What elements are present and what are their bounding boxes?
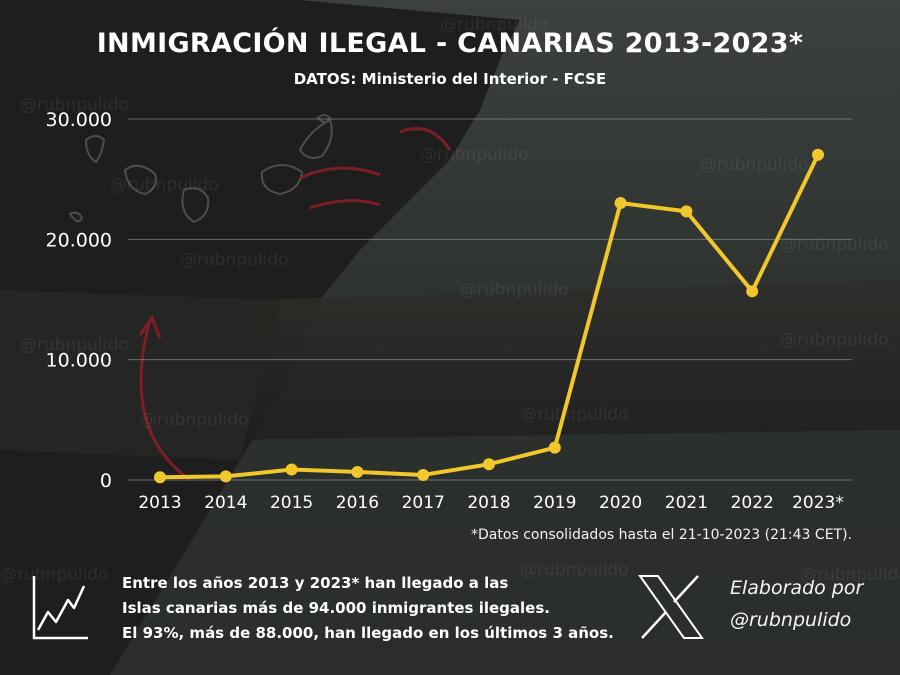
summary-text: Entre los años 2013 y 2023* han llegado … [122, 571, 642, 646]
svg-text:@rubnpulido: @rubnpulido [110, 175, 219, 195]
svg-text:@rubnpulido: @rubnpulido [700, 155, 809, 175]
svg-text:@rubnpulido: @rubnpulido [800, 565, 900, 585]
x-tick-label: 2023* [792, 493, 844, 513]
x-tick-label: 2017 [402, 493, 445, 513]
x-tick-label: 2013 [138, 493, 181, 513]
svg-text:@rubnpulido: @rubnpulido [520, 560, 629, 580]
svg-text:@rubnpulido: @rubnpulido [20, 335, 129, 355]
y-tick-label: 20.000 [46, 229, 112, 251]
y-tick-label: 30.000 [46, 109, 112, 131]
svg-text:@rubnpulido: @rubnpulido [140, 410, 249, 430]
y-tick-label: 0 [100, 470, 112, 492]
data-point [351, 465, 364, 478]
svg-text:@rubnpulido: @rubnpulido [780, 330, 889, 350]
x-tick-label: 2021 [665, 493, 708, 513]
credit-handle: @rubnpulido [730, 609, 852, 631]
svg-text:@rubnpulido: @rubnpulido [780, 235, 889, 255]
x-tick-label: 2015 [270, 493, 313, 513]
credit-line-1: Elaborado por [730, 577, 864, 599]
data-point [614, 196, 627, 209]
svg-text:@rubnpulido: @rubnpulido [460, 280, 569, 300]
data-point [746, 285, 759, 298]
svg-text:@rubnpulido: @rubnpulido [20, 95, 129, 115]
x-tick-label: 2014 [204, 493, 247, 513]
summary-line-3: El 93%, más de 88.000, han llegado en lo… [122, 624, 614, 642]
svg-text:@rubnpulido: @rubnpulido [520, 405, 629, 425]
data-point [548, 441, 561, 454]
trend-chart-icon [32, 576, 88, 640]
svg-text:@rubnpulido: @rubnpulido [440, 15, 549, 35]
x-tick-label: 2022 [731, 493, 774, 513]
svg-text:@rubnpulido: @rubnpulido [420, 145, 529, 165]
summary-line-1: Entre los años 2013 y 2023* han llegado … [122, 574, 509, 592]
data-point [285, 463, 298, 476]
chart-subtitle: DATOS: Ministerio del Interior - FCSE [293, 70, 607, 88]
data-point [680, 205, 693, 218]
x-tick-label: 2018 [467, 493, 510, 513]
data-point [154, 471, 166, 484]
summary-line-2: Islas canarias más de 94.000 inmigrantes… [122, 599, 550, 617]
series-line [159, 153, 820, 480]
credit-block: Elaborado por @rubnpulido [730, 572, 880, 636]
chart-title: INMIGRACIÓN ILEGAL - CANARIAS 2013-2023* [96, 28, 804, 59]
data-point [812, 148, 824, 161]
x-logo-icon [638, 575, 704, 639]
x-tick-label: 2016 [336, 493, 379, 513]
route-arrows [138, 127, 452, 482]
watermark-pattern: @rubnpulido @rubnpulido @rubnpulido @rub… [0, 15, 900, 585]
svg-text:@rubnpulido: @rubnpulido [0, 565, 109, 585]
x-tick-label: 2020 [599, 493, 642, 513]
svg-text:@rubnpulido: @rubnpulido [180, 250, 289, 270]
data-point [219, 470, 232, 483]
data-point [417, 468, 430, 481]
x-tick-label: 2019 [533, 493, 576, 513]
data-point [483, 458, 495, 471]
footnote: *Datos consolidados hasta el 21-10-2023 … [471, 527, 852, 543]
y-tick-label: 10.000 [46, 350, 112, 372]
canary-islands-shapes [68, 114, 333, 224]
